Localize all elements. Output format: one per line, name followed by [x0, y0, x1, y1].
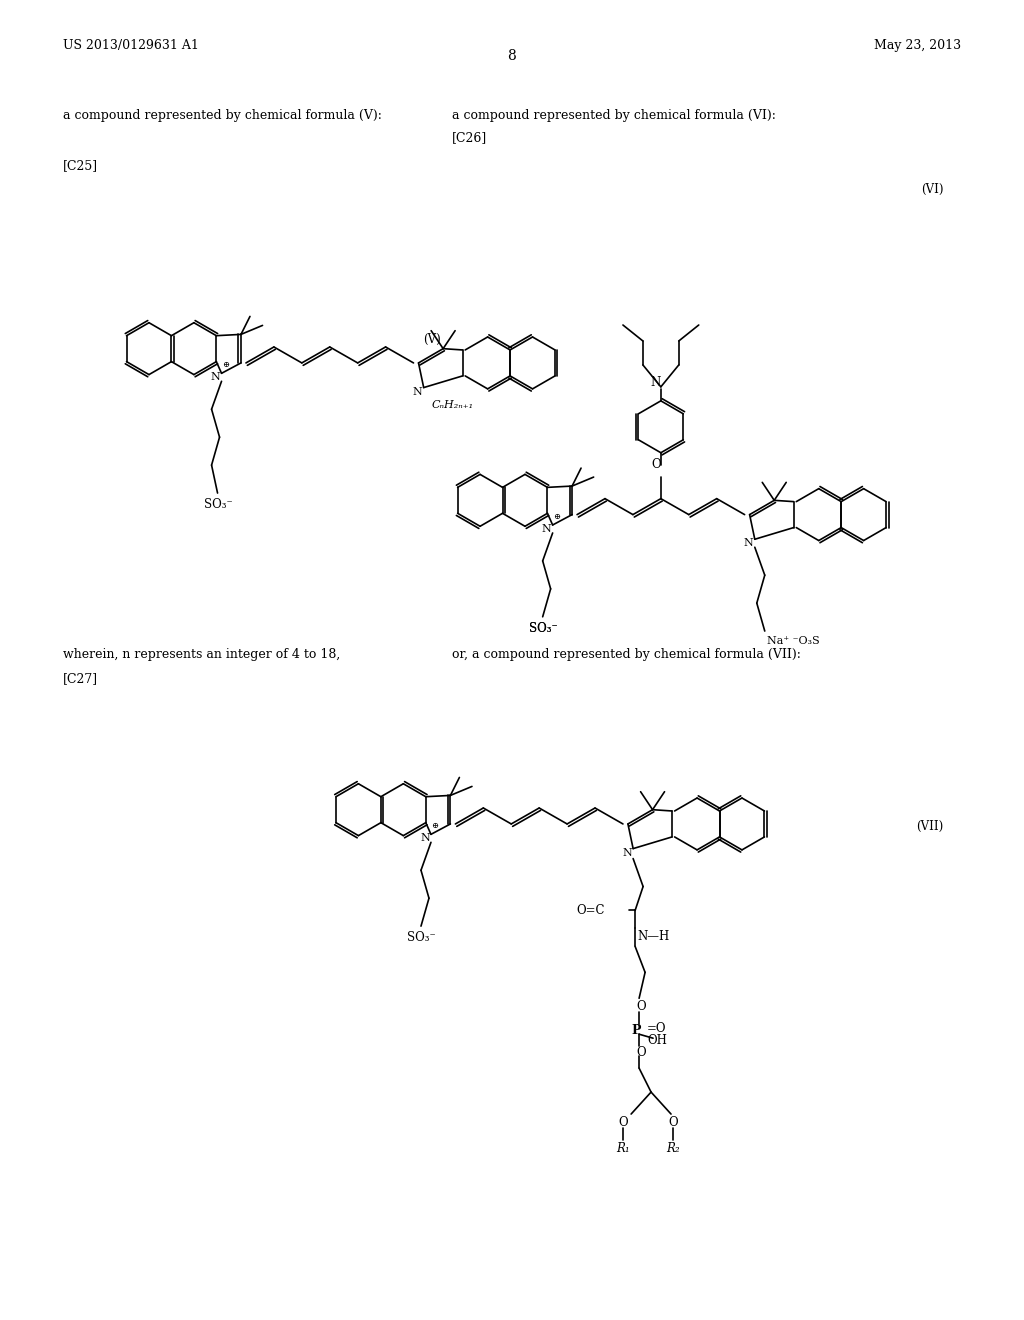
Text: [C26]: [C26]: [453, 131, 487, 144]
Text: O=C: O=C: [577, 904, 605, 917]
Text: N: N: [542, 524, 552, 535]
Text: ⊕: ⊕: [431, 822, 438, 830]
Text: [C27]: [C27]: [63, 672, 98, 685]
Text: US 2013/0129631 A1: US 2013/0129631 A1: [63, 40, 199, 53]
Text: N—H: N—H: [637, 931, 670, 944]
Text: Na⁺ ⁻O₃S: Na⁺ ⁻O₃S: [767, 636, 819, 645]
Text: N: N: [623, 847, 632, 858]
Text: N: N: [413, 387, 423, 396]
Text: P: P: [632, 1024, 641, 1038]
Text: CₙH₂ₙ₊₁: CₙH₂ₙ₊₁: [432, 400, 474, 409]
Text: O: O: [618, 1115, 628, 1129]
Text: a compound represented by chemical formula (V):: a compound represented by chemical formu…: [63, 110, 382, 123]
Text: O: O: [636, 1047, 646, 1059]
Text: N: N: [650, 376, 660, 389]
Text: (VI): (VI): [922, 183, 944, 195]
Text: OH: OH: [647, 1034, 667, 1047]
Text: May 23, 2013: May 23, 2013: [873, 40, 961, 53]
Text: SO₃⁻: SO₃⁻: [204, 498, 232, 511]
Text: N: N: [743, 539, 754, 548]
Text: SO₃⁻: SO₃⁻: [528, 622, 557, 635]
Text: or, a compound represented by chemical formula (VII):: or, a compound represented by chemical f…: [453, 648, 801, 661]
Text: wherein, n represents an integer of 4 to 18,: wherein, n represents an integer of 4 to…: [63, 648, 340, 661]
Text: ⊕: ⊕: [222, 362, 229, 370]
Text: O: O: [636, 1001, 646, 1014]
Text: =O: =O: [647, 1022, 667, 1035]
Text: SO₃⁻: SO₃⁻: [407, 931, 436, 944]
Text: (V): (V): [424, 333, 441, 346]
Text: O: O: [651, 458, 660, 471]
Text: O: O: [669, 1115, 678, 1129]
Text: ⊕: ⊕: [553, 513, 560, 521]
Text: [C25]: [C25]: [63, 158, 98, 172]
Text: SO₃⁻: SO₃⁻: [528, 622, 557, 635]
Text: (VII): (VII): [916, 820, 944, 833]
Text: 8: 8: [508, 49, 516, 63]
Text: R₂: R₂: [667, 1142, 680, 1155]
Text: R₁: R₁: [616, 1142, 630, 1155]
Text: N: N: [211, 372, 220, 383]
Text: a compound represented by chemical formula (VI):: a compound represented by chemical formu…: [453, 110, 776, 123]
Text: N: N: [420, 833, 430, 843]
